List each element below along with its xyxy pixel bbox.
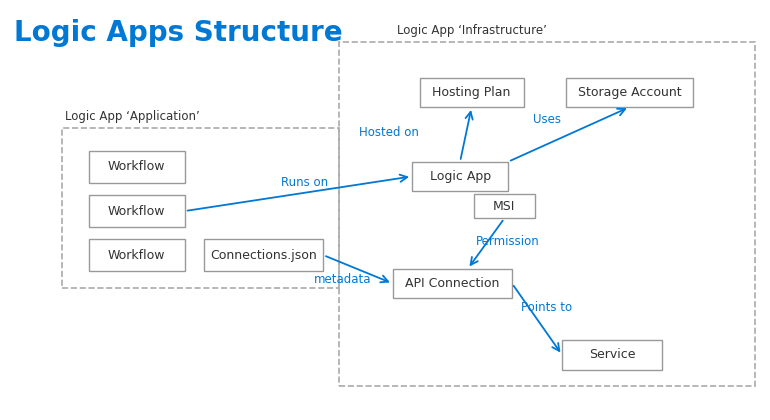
Text: Uses: Uses: [533, 113, 561, 126]
Text: Connections.json: Connections.json: [210, 249, 317, 262]
Bar: [562, 340, 662, 370]
Text: Workflow: Workflow: [108, 249, 166, 262]
Text: Permission: Permission: [477, 235, 540, 248]
Bar: [89, 151, 185, 183]
Bar: [412, 162, 508, 191]
Bar: [204, 239, 323, 271]
Polygon shape: [357, 0, 770, 420]
Text: Runs on: Runs on: [280, 176, 328, 189]
Text: Logic App ‘Infrastructure’: Logic App ‘Infrastructure’: [397, 24, 547, 37]
Text: MSI: MSI: [493, 200, 516, 213]
Text: Hosted on: Hosted on: [359, 126, 419, 139]
Bar: [474, 194, 535, 218]
Polygon shape: [37, 0, 770, 160]
Bar: [393, 269, 512, 298]
Text: Workflow: Workflow: [108, 160, 166, 173]
Text: Workflow: Workflow: [108, 205, 166, 218]
Bar: [420, 78, 524, 107]
Bar: [89, 195, 185, 227]
Text: metadata: metadata: [314, 273, 371, 286]
Bar: [62, 128, 339, 288]
Text: API Connection: API Connection: [405, 277, 500, 290]
Text: Points to: Points to: [521, 301, 572, 314]
Bar: [89, 239, 185, 271]
Text: Logic App: Logic App: [430, 170, 490, 183]
Text: Storage Account: Storage Account: [578, 86, 681, 99]
Text: Logic Apps Structure: Logic Apps Structure: [14, 19, 343, 47]
Text: Logic App ‘Application’: Logic App ‘Application’: [65, 110, 200, 123]
Bar: [339, 42, 755, 386]
Text: Service: Service: [589, 349, 635, 361]
Bar: [566, 78, 693, 107]
Text: Hosting Plan: Hosting Plan: [433, 86, 511, 99]
